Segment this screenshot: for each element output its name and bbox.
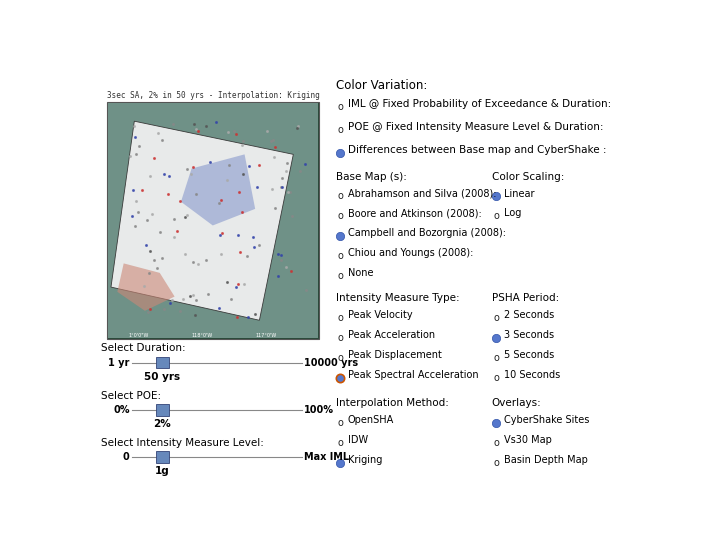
- Text: 50 yrs: 50 yrs: [145, 372, 181, 382]
- Text: Color Variation:: Color Variation:: [336, 79, 427, 92]
- Text: Interpolation Method:: Interpolation Method:: [336, 399, 449, 408]
- Text: o: o: [337, 191, 343, 201]
- Text: Select POE:: Select POE:: [101, 391, 161, 401]
- Text: o: o: [493, 211, 499, 221]
- FancyBboxPatch shape: [107, 102, 319, 339]
- Text: OpenSHA: OpenSHA: [348, 415, 394, 426]
- Text: 0: 0: [123, 453, 130, 462]
- Text: Basin Depth Map: Basin Depth Map: [504, 455, 588, 465]
- Text: 1g: 1g: [155, 467, 170, 476]
- Text: Peak Spectral Acceleration: Peak Spectral Acceleration: [348, 370, 478, 380]
- Text: 0%: 0%: [113, 405, 130, 415]
- Text: Differences between Base map and CyberShake :: Differences between Base map and CyberSh…: [348, 145, 606, 154]
- Text: o: o: [337, 271, 343, 281]
- Text: Linear: Linear: [504, 188, 534, 199]
- FancyBboxPatch shape: [156, 404, 168, 416]
- Text: IDW: IDW: [348, 435, 368, 445]
- Text: 10 Seconds: 10 Seconds: [504, 370, 560, 380]
- Polygon shape: [111, 121, 293, 320]
- Text: o: o: [493, 458, 499, 468]
- Text: POE @ Fixed Intensity Measure Level & Duration:: POE @ Fixed Intensity Measure Level & Du…: [348, 122, 603, 132]
- Text: Vs30 Map: Vs30 Map: [504, 435, 552, 445]
- Text: Abrahamson and Silva (2008):: Abrahamson and Silva (2008):: [348, 188, 496, 199]
- Text: 118°0'W: 118°0'W: [192, 333, 213, 339]
- Text: Campbell and Bozorgnia (2008):: Campbell and Bozorgnia (2008):: [348, 228, 505, 239]
- Text: Select Duration:: Select Duration:: [101, 343, 186, 353]
- Text: Select Intensity Measure Level:: Select Intensity Measure Level:: [101, 438, 264, 448]
- Text: Chiou and Youngs (2008):: Chiou and Youngs (2008):: [348, 248, 473, 259]
- Text: None: None: [348, 268, 373, 278]
- Text: Peak Displacement: Peak Displacement: [348, 350, 441, 360]
- FancyBboxPatch shape: [156, 357, 168, 368]
- Text: 117°0'W: 117°0'W: [255, 333, 276, 339]
- FancyBboxPatch shape: [108, 103, 318, 339]
- Text: IML @ Fixed Probability of Exceedance & Duration:: IML @ Fixed Probability of Exceedance & …: [348, 99, 611, 109]
- Text: Overlays:: Overlays:: [492, 399, 541, 408]
- FancyBboxPatch shape: [156, 451, 168, 463]
- Text: 2 Seconds: 2 Seconds: [504, 310, 554, 320]
- Text: o: o: [337, 103, 343, 112]
- Text: 10000 yrs: 10000 yrs: [305, 357, 359, 368]
- Text: Boore and Atkinson (2008):: Boore and Atkinson (2008):: [348, 208, 482, 219]
- Text: o: o: [337, 251, 343, 261]
- Text: 100%: 100%: [305, 405, 334, 415]
- Text: Max IML: Max IML: [305, 453, 349, 462]
- Text: o: o: [337, 353, 343, 363]
- Text: 1°0'0"W: 1°0'0"W: [128, 333, 149, 339]
- Text: o: o: [337, 211, 343, 221]
- Text: o: o: [493, 438, 499, 448]
- Text: Log: Log: [504, 208, 521, 219]
- Text: o: o: [337, 125, 343, 136]
- Text: PSHA Period:: PSHA Period:: [492, 293, 559, 303]
- Text: Peak Acceleration: Peak Acceleration: [348, 330, 435, 340]
- Text: Base Map (s):: Base Map (s):: [336, 172, 406, 181]
- Text: o: o: [337, 418, 343, 428]
- Text: CyberShake Sites: CyberShake Sites: [504, 415, 590, 426]
- Text: 3sec SA, 2% in 50 yrs - Interpolation: Kriging: 3sec SA, 2% in 50 yrs - Interpolation: K…: [107, 91, 320, 100]
- Text: Peak Velocity: Peak Velocity: [348, 310, 413, 320]
- Text: 5 Seconds: 5 Seconds: [504, 350, 554, 360]
- Text: o: o: [493, 313, 499, 323]
- Text: Color Scaling:: Color Scaling:: [492, 172, 564, 181]
- Text: 3 Seconds: 3 Seconds: [504, 330, 554, 340]
- Text: 1 yr: 1 yr: [108, 357, 130, 368]
- Text: Intensity Measure Type:: Intensity Measure Type:: [336, 293, 459, 303]
- Text: o: o: [337, 333, 343, 343]
- Text: o: o: [493, 373, 499, 383]
- FancyBboxPatch shape: [108, 103, 318, 339]
- Text: o: o: [337, 438, 343, 448]
- Polygon shape: [181, 154, 255, 226]
- Text: 2%: 2%: [153, 419, 171, 429]
- Polygon shape: [117, 264, 174, 311]
- Text: Kriging: Kriging: [348, 455, 382, 465]
- Text: o: o: [493, 353, 499, 363]
- Text: o: o: [337, 313, 343, 323]
